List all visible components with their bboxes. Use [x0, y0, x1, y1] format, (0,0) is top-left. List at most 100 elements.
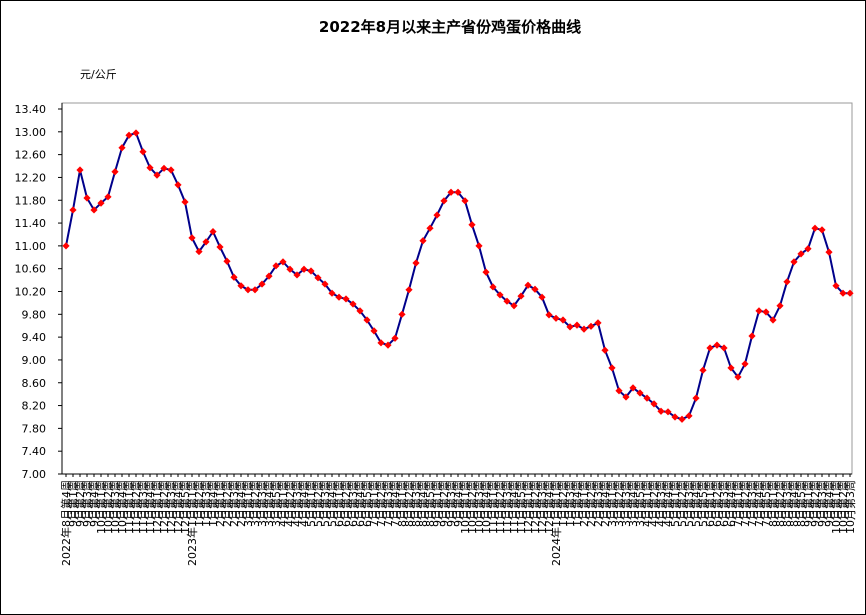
data-point — [146, 164, 154, 172]
data-point — [776, 302, 784, 310]
data-point — [405, 286, 413, 294]
data-point — [804, 245, 812, 253]
x-tick-label: 5月第5周 — [696, 480, 710, 527]
chart-title: 2022年8月以来主产省份鸡蛋价格曲线 — [319, 18, 581, 36]
x-tick-label: 3月第1周 — [605, 480, 619, 527]
y-tick-label: 7.40 — [22, 445, 47, 458]
data-point — [461, 197, 469, 205]
x-tick-label: 3月第3周 — [619, 480, 633, 527]
data-point — [132, 129, 140, 137]
data-point — [825, 248, 833, 256]
data-point — [839, 289, 847, 297]
x-tick-label: 10月第1周 — [94, 480, 108, 534]
x-tick-label: 8月第4周 — [787, 480, 801, 527]
data-point — [216, 243, 224, 251]
x-tick-label: 10月第4周 — [115, 480, 129, 534]
data-point — [832, 282, 840, 290]
x-tick-label: 11月第4周 — [507, 480, 521, 534]
x-tick-label: 6月第1周 — [703, 480, 717, 527]
x-tick-label: 6月第4周 — [353, 480, 367, 527]
y-tick-label: 9.40 — [22, 331, 47, 344]
data-point — [97, 199, 105, 207]
data-point — [426, 224, 434, 232]
x-tick-label: 2月第2周 — [220, 480, 234, 527]
x-tick-label: 4月第4周 — [297, 480, 311, 527]
data-point — [125, 131, 133, 139]
x-tick-label: 3月第2周 — [612, 480, 626, 527]
data-point — [62, 242, 70, 250]
x-tick-label: 12月第4周 — [171, 480, 185, 534]
data-point — [118, 144, 126, 152]
x-tick-label: 2月第1周 — [577, 480, 591, 527]
data-point — [181, 198, 189, 206]
x-tick-label: 3月第1周 — [241, 480, 255, 527]
x-tick-label: 11月第1周 — [122, 480, 136, 534]
x-tick-label: 7月第2周 — [374, 480, 388, 527]
x-tick-label: 5月第2周 — [311, 480, 325, 527]
y-tick-label: 12.60 — [15, 149, 47, 162]
data-point — [531, 285, 539, 293]
plot-layer: 7.00 7.40 7.80 8.20 8.60 9.00 9.40 9.80 10.20 10.… — [15, 103, 857, 566]
x-tick-label: 11月第3周 — [136, 480, 150, 534]
data-point — [454, 188, 462, 196]
x-tick-label: 12月第3周 — [535, 480, 549, 534]
x-tick-label: 5月第4周 — [689, 480, 703, 527]
data-point — [300, 265, 308, 273]
data-point — [230, 273, 238, 281]
data-point — [657, 407, 665, 415]
x-tick-label: 7月第3周 — [381, 480, 395, 527]
data-point — [69, 206, 77, 214]
data-point — [412, 259, 420, 267]
x-tick-label: 7月第2周 — [738, 480, 752, 527]
x-tick-label: 4月第2周 — [283, 480, 297, 527]
data-point — [258, 280, 266, 288]
y-tick-label: 12.20 — [15, 171, 47, 184]
data-point — [608, 364, 616, 372]
data-point — [265, 272, 273, 280]
x-tick-label: 2月第2周 — [584, 480, 598, 527]
x-tick-label: 12月第1周 — [150, 480, 164, 534]
data-point — [223, 257, 231, 265]
x-tick-label: 11月第3周 — [500, 480, 514, 534]
data-point — [566, 323, 574, 331]
x-tick-label: 10月第2周 — [101, 480, 115, 534]
x-tick-label: 11月第1周 — [486, 480, 500, 534]
y-tick-label: 8.20 — [22, 400, 47, 413]
data-point — [846, 289, 854, 297]
data-point — [188, 234, 196, 242]
y-tick-label: 10.60 — [15, 263, 47, 276]
data-point — [342, 295, 350, 303]
data-point — [748, 332, 756, 340]
x-tick-label: 9月第3周 — [80, 480, 94, 527]
x-tick-label: 11月第2周 — [493, 480, 507, 534]
x-tick-label: 9月第2周 — [808, 480, 822, 527]
x-tick-label: 3月第5周 — [633, 480, 647, 527]
x-tick-label: 10月第3周 — [472, 480, 486, 534]
x-tick-label: 3月第3周 — [255, 480, 269, 527]
x-tick-label: 5月第2周 — [675, 480, 689, 527]
x-tick-label: 6月第3周 — [346, 480, 360, 527]
data-point — [489, 283, 497, 291]
x-tick-label: 2月第3周 — [591, 480, 605, 527]
x-tick-label: 10月第3周 — [843, 480, 857, 534]
data-point — [524, 281, 532, 289]
x-tick-label: 1月第3周 — [563, 480, 577, 527]
y-tick-label: 11.00 — [15, 240, 47, 253]
data-point — [685, 412, 693, 420]
data-point — [468, 221, 476, 229]
data-point — [587, 322, 595, 330]
data-point — [671, 413, 679, 421]
x-tick-label: 8月第2周 — [402, 480, 416, 527]
data-point — [545, 311, 553, 319]
data-point — [209, 228, 217, 236]
data-point — [580, 325, 588, 333]
x-tick-label: 11月第5周 — [514, 480, 528, 534]
data-point — [783, 278, 791, 286]
y-tick-label: 11.40 — [15, 217, 47, 230]
x-tick-label: 8月第2周 — [773, 480, 787, 527]
data-point — [538, 293, 546, 301]
x-tick-label: 12月第4周 — [542, 480, 556, 534]
data-point — [713, 341, 721, 349]
data-point — [83, 194, 91, 202]
data-point — [272, 262, 280, 270]
